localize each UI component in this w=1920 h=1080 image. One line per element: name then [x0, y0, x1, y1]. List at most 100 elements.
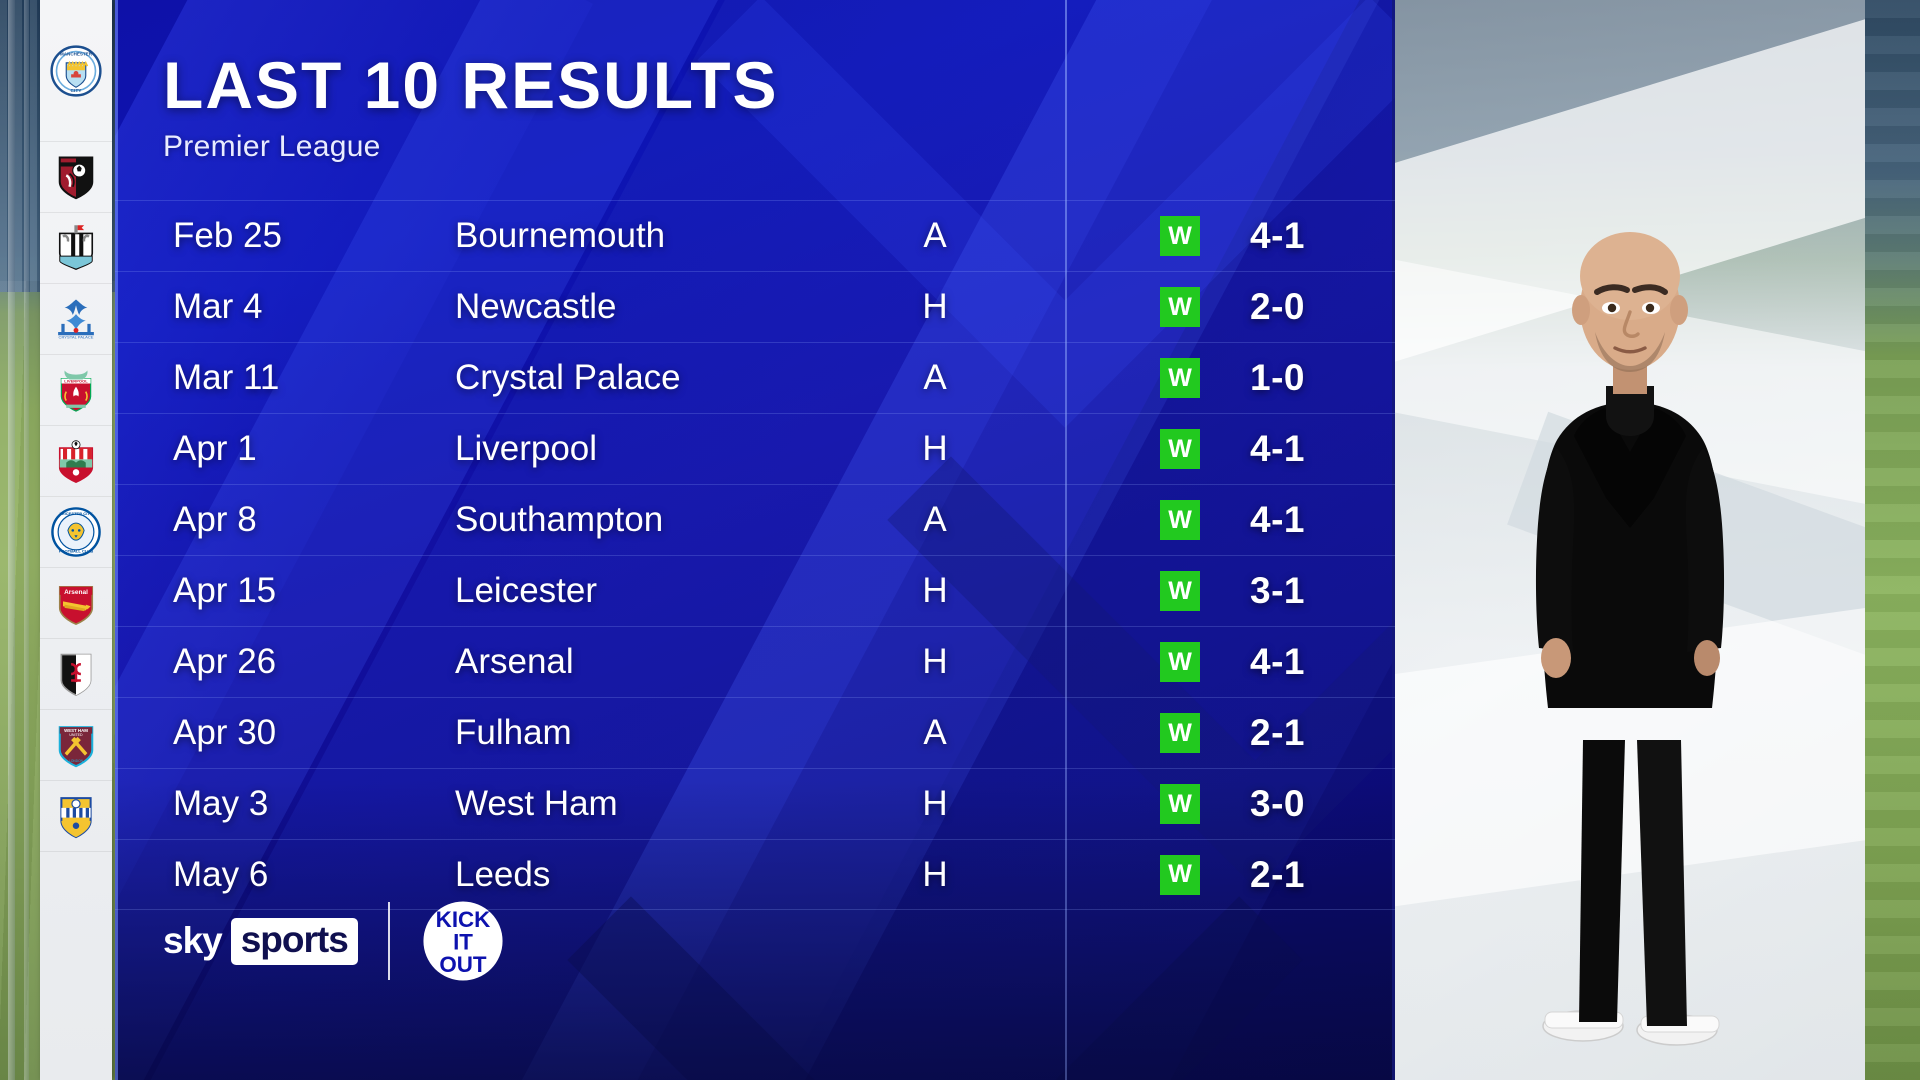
svg-text:FOOTBALL CLUB: FOOTBALL CLUB	[59, 548, 93, 553]
result-venue: H	[922, 854, 948, 894]
result-outcome-badge: W	[1160, 500, 1200, 540]
result-date: Mar 11	[173, 358, 280, 397]
svg-text:CRYSTAL PALACE: CRYSTAL PALACE	[59, 335, 94, 340]
kick-it-out-line2: IT	[453, 930, 473, 955]
result-outcome-badge: W	[1160, 784, 1200, 824]
result-score: 2-1	[1250, 853, 1305, 895]
result-score: 2-1	[1250, 712, 1305, 753]
svg-text:LONDON: LONDON	[69, 759, 84, 763]
result-venue: A	[923, 358, 947, 397]
result-opponent: Leicester	[455, 571, 598, 610]
result-score: 2-0	[1250, 286, 1305, 327]
result-outcome-badge: W	[1160, 429, 1200, 469]
club-crest-rail: MANCHESTER CITY	[40, 0, 112, 1080]
bournemouth-crest-icon	[58, 156, 94, 200]
result-venue: H	[922, 784, 948, 823]
column-divider	[1065, 0, 1067, 1080]
crest-cell-arsenal: Arsenal	[40, 568, 112, 639]
leeds-crest-icon	[60, 797, 92, 839]
win-badge: W	[1160, 358, 1200, 398]
crest-cell-manchester-city: MANCHESTER CITY	[40, 0, 112, 142]
manager-portrait	[1535, 232, 1725, 1046]
result-score: 4-1	[1250, 641, 1305, 682]
crest-cell-crystal-palace: CRYSTAL PALACE	[40, 284, 112, 355]
crest-cell-west-ham: WEST HAM UNITED LONDON	[40, 710, 112, 781]
svg-text:UNITED: UNITED	[69, 733, 83, 737]
panel-left-edge	[115, 0, 118, 1080]
result-date: Apr 1	[173, 429, 257, 468]
crest-cell-leeds	[40, 781, 112, 852]
background-post	[8, 0, 15, 1080]
table-row: May 3 West Ham H W 3-0	[115, 768, 1395, 839]
crystal-palace-crest-icon: CRYSTAL PALACE	[58, 299, 94, 340]
sky-logo-word: sky	[163, 920, 223, 961]
arsenal-crest-icon: Arsenal	[58, 585, 94, 626]
result-outcome-badge: W	[1160, 713, 1200, 753]
crest-cell-fulham	[40, 639, 112, 710]
kick-it-out-line1: KICK	[435, 907, 490, 932]
panel-right-edge	[1392, 0, 1395, 1080]
win-badge: W	[1160, 571, 1200, 611]
crest-cell-leicester: LEICESTER CITY FOOTBALL CLUB	[40, 497, 112, 568]
result-venue: H	[922, 642, 948, 681]
crest-cell-southampton	[40, 426, 112, 497]
result-venue: A	[923, 500, 947, 539]
result-venue: H	[922, 429, 948, 468]
result-outcome-badge: W	[1160, 287, 1200, 327]
result-outcome-badge: W	[1160, 571, 1200, 611]
result-opponent: Crystal Palace	[455, 358, 681, 397]
results-table: Feb 25 Bournemouth A W 4-1 Mar 4 Newcastle H W 2-…	[115, 200, 1395, 910]
result-date: Apr 26	[173, 642, 277, 681]
result-outcome-badge: W	[1160, 642, 1200, 682]
win-badge: W	[1160, 642, 1200, 682]
graphic-header: LAST 10 RESULTS Premier League	[163, 52, 779, 164]
result-opponent: Leeds	[455, 854, 551, 894]
table-row: Apr 8 Southampton A W 4-1	[115, 484, 1395, 555]
result-opponent: Southampton	[455, 500, 664, 539]
table-row: Feb 25 Bournemouth A W 4-1	[115, 200, 1395, 271]
result-score: 3-1	[1250, 570, 1305, 611]
results-panel: LAST 10 RESULTS Premier League Feb 25 Bou…	[115, 0, 1395, 1080]
crest-cell-newcastle	[40, 213, 112, 284]
result-opponent: West Ham	[455, 784, 618, 823]
table-row: Apr 15 Leicester H W 3-1	[115, 555, 1395, 626]
win-badge: W	[1160, 216, 1200, 256]
competition-subtitle: Premier League	[163, 130, 381, 163]
result-date: Mar 4	[173, 287, 263, 326]
footer-logos: sky sports KICK IT OUT	[163, 898, 506, 984]
win-badge: W	[1160, 429, 1200, 469]
win-badge: W	[1160, 713, 1200, 753]
table-row: Mar 4 Newcastle H W 2-0	[115, 271, 1395, 342]
fulham-crest-icon	[60, 653, 92, 697]
result-opponent: Newcastle	[455, 287, 617, 326]
manchester-city-crest-icon: MANCHESTER CITY	[50, 44, 102, 97]
result-outcome-badge: W	[1160, 358, 1200, 398]
table-row: Apr 30 Fulham A W 2-1	[115, 697, 1395, 768]
crest-cell-bournemouth	[40, 142, 112, 213]
result-date: Apr 15	[173, 571, 277, 610]
result-venue: A	[923, 216, 947, 255]
result-venue: H	[922, 571, 948, 610]
result-venue: H	[922, 287, 948, 326]
result-outcome-badge: W	[1160, 216, 1200, 256]
result-score: 3-0	[1250, 783, 1305, 824]
svg-text:Arsenal: Arsenal	[64, 589, 88, 596]
result-opponent: Arsenal	[455, 642, 574, 681]
background-post	[24, 0, 29, 1080]
win-badge: W	[1160, 854, 1200, 895]
svg-text:LIVERPOOL: LIVERPOOL	[64, 379, 88, 384]
right-stadium-sliver	[1865, 0, 1920, 1080]
result-outcome-badge: W	[1160, 854, 1200, 895]
liverpool-crest-icon: LIVERPOOL	[60, 370, 92, 412]
footer-separator	[387, 902, 390, 980]
sky-sports-logo: sky sports	[163, 917, 358, 965]
result-opponent: Liverpool	[455, 429, 598, 468]
svg-text:LEICESTER CITY: LEICESTER CITY	[59, 511, 92, 516]
svg-text:WEST HAM: WEST HAM	[64, 728, 88, 733]
west-ham-crest-icon: WEST HAM UNITED LONDON	[58, 726, 94, 768]
result-score: 4-1	[1250, 428, 1305, 469]
southampton-crest-icon	[58, 440, 94, 484]
kick-it-out-logo-icon: KICK IT OUT	[423, 901, 503, 981]
result-date: Apr 8	[173, 500, 257, 539]
